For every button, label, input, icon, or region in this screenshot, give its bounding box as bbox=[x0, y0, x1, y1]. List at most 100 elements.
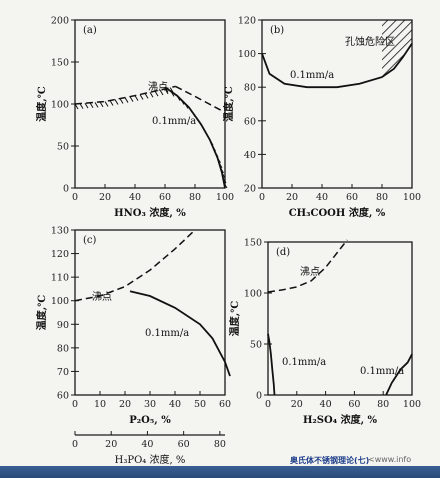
x-tick-label: 60 bbox=[346, 192, 358, 203]
x-tick-label: 20 bbox=[99, 192, 111, 203]
hatch-tick bbox=[159, 89, 164, 96]
hatch-tick bbox=[197, 119, 202, 126]
hatch-tick bbox=[164, 86, 169, 93]
x-tick-label: 10 bbox=[94, 399, 106, 410]
series-line-1 bbox=[74, 229, 196, 302]
series-line-3 bbox=[385, 353, 413, 396]
x-tick-label: 0 bbox=[72, 399, 78, 410]
y-axis-label: 温度,℃ bbox=[228, 301, 241, 336]
hatch-tick bbox=[220, 167, 224, 174]
hatch-tick bbox=[164, 88, 169, 95]
annotation-label: 沸点 bbox=[92, 290, 112, 303]
x2-tick-label: 40 bbox=[141, 439, 153, 450]
annotation-label: 0.1mm/a bbox=[282, 357, 326, 368]
x2-tick-label: 0 bbox=[72, 439, 78, 450]
y-tick-label: 100 bbox=[238, 49, 256, 60]
hatch-tick bbox=[109, 100, 114, 106]
x-tick-label: 60 bbox=[348, 399, 360, 410]
y-tick-label: 20 bbox=[244, 184, 256, 195]
x-tick-label: 60 bbox=[219, 399, 231, 410]
y-tick-label: 100 bbox=[51, 296, 69, 307]
y-tick-label: 40 bbox=[244, 150, 256, 161]
annotation-label: 0.1mm/a bbox=[360, 366, 404, 377]
y-tick-label: 80 bbox=[244, 83, 256, 94]
x-tick-label: 0 bbox=[72, 192, 78, 203]
x-axis-label: CH₃COOH 浓度, % bbox=[289, 206, 386, 219]
y-tick-label: 70 bbox=[57, 367, 69, 378]
hatch-tick bbox=[79, 103, 84, 109]
x-tick-label: 40 bbox=[320, 399, 332, 410]
series-line-2 bbox=[267, 333, 276, 396]
y-axis-label: 温度,℃ bbox=[35, 86, 48, 121]
x-axis-label: H₂SO₄ 浓度, % bbox=[303, 413, 378, 426]
x-tick-label: 40 bbox=[129, 192, 141, 203]
hatch-tick bbox=[154, 90, 159, 97]
plot-frame bbox=[74, 19, 226, 189]
hatch-tick bbox=[188, 107, 193, 113]
y-tick-label: 80 bbox=[57, 343, 69, 354]
y-tick-label: 50 bbox=[57, 142, 69, 153]
annotation-label: 0.1mm/a bbox=[145, 328, 189, 339]
hatch-tick bbox=[89, 102, 94, 108]
x-tick-label: 100 bbox=[403, 192, 421, 203]
x2-tick-label: 20 bbox=[105, 439, 117, 450]
hatch-tick bbox=[119, 98, 124, 104]
taskbar-strip bbox=[0, 466, 440, 478]
y-tick-label: 110 bbox=[51, 273, 69, 284]
y-tick-label: 60 bbox=[244, 116, 256, 127]
panel-label: (c) bbox=[83, 235, 97, 246]
caption-url: <www.info bbox=[368, 455, 412, 464]
hatch-tick bbox=[194, 115, 199, 122]
y-tick-label: 0 bbox=[256, 391, 262, 402]
x-tick-label: 0 bbox=[259, 192, 265, 203]
y-tick-label: 90 bbox=[57, 320, 69, 331]
chart-panel-3: (c) 60 70 80 90 100 110 120 130 0 10 20 30 40 50 60 温度,℃… bbox=[35, 226, 231, 467]
y-tick-label: 60 bbox=[57, 391, 69, 402]
hatch-tick bbox=[180, 99, 185, 105]
y-tick-label: 120 bbox=[51, 249, 69, 260]
hatch-tick bbox=[124, 97, 129, 103]
x-tick-label: 80 bbox=[189, 192, 201, 203]
hatch-tick bbox=[184, 103, 189, 109]
y-tick-label: 200 bbox=[51, 16, 69, 27]
annotation-label: 0.1mm/a bbox=[290, 70, 334, 81]
panel-label: (b) bbox=[270, 25, 284, 36]
x-axis-label: HNO₃ 浓度, % bbox=[114, 206, 186, 219]
y-axis-label: 温度,℃ bbox=[222, 86, 235, 121]
y-tick-label: 50 bbox=[250, 340, 262, 351]
x-tick-label: 20 bbox=[286, 192, 298, 203]
hatch-tick bbox=[203, 129, 208, 135]
x-tick-label: 80 bbox=[377, 399, 389, 410]
y-tick-label: 100 bbox=[244, 289, 262, 300]
x-tick-label: 50 bbox=[194, 399, 206, 410]
x-tick-label: 30 bbox=[144, 399, 156, 410]
x-tick-label: 40 bbox=[169, 399, 181, 410]
plot-frame bbox=[267, 241, 413, 396]
annotation-label: 沸点 bbox=[148, 80, 168, 93]
series-line-3 bbox=[164, 86, 226, 189]
hatch-tick bbox=[223, 182, 228, 189]
hatch-tick bbox=[200, 123, 205, 130]
panel-label: (d) bbox=[276, 247, 290, 258]
series-line-1 bbox=[261, 43, 413, 89]
hatch-tick bbox=[129, 96, 134, 102]
annotation-label: 0.1mm/a bbox=[152, 116, 196, 127]
x-axis-label: P₂O₅, % bbox=[129, 415, 171, 426]
hatch-tick bbox=[222, 177, 227, 184]
hatch-tick bbox=[149, 91, 154, 98]
x-tick-label: 80 bbox=[376, 192, 388, 203]
x-tick-label: 0 bbox=[265, 399, 271, 410]
hatch-tick bbox=[144, 93, 149, 99]
series-line-2 bbox=[175, 85, 226, 114]
hatch-tick bbox=[212, 145, 216, 152]
x-tick-label: 100 bbox=[216, 192, 234, 203]
caption-title: 奥氏体不锈钢理论(七) bbox=[290, 456, 370, 465]
hatch-tick bbox=[114, 99, 119, 105]
hatch-tick bbox=[99, 101, 104, 108]
y-tick-label: 120 bbox=[238, 16, 256, 27]
hatch-tick bbox=[217, 157, 221, 164]
